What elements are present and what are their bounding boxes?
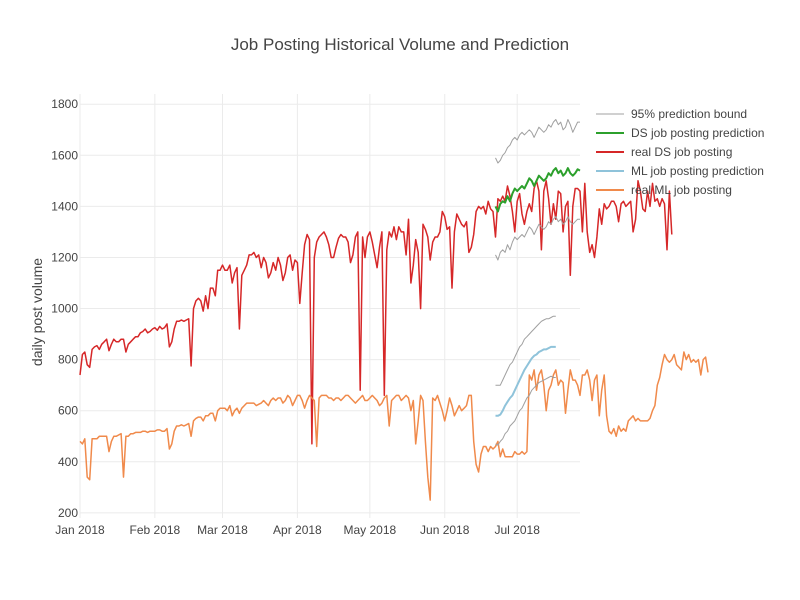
x-tick-label: Jan 2018 bbox=[55, 523, 105, 537]
y-tick-label: 1400 bbox=[51, 199, 78, 213]
grid bbox=[79, 94, 580, 518]
legend-label: 95% prediction bound bbox=[631, 107, 747, 121]
series-line-ds-job-posting-prediction bbox=[494, 167, 581, 213]
y-axis-label: daily post volume bbox=[29, 258, 45, 366]
series-line-real-ds-job-posting bbox=[79, 180, 673, 445]
x-tick-label: Jul 2018 bbox=[495, 523, 541, 537]
x-tick-label: Jun 2018 bbox=[420, 523, 470, 537]
legend-item: ML job posting prediction bbox=[596, 164, 764, 178]
y-tick-label: 600 bbox=[58, 404, 78, 418]
series-line-95-prediction-bound bbox=[495, 315, 556, 386]
y-tick-label: 200 bbox=[58, 506, 78, 520]
y-tick-label: 1800 bbox=[51, 97, 78, 111]
series-line-real-ml-job-posting bbox=[79, 351, 709, 501]
legend-item: DS job posting prediction bbox=[596, 126, 764, 140]
legend-label: real ML job posting bbox=[631, 183, 732, 197]
x-tick-label: May 2018 bbox=[344, 523, 397, 537]
y-tick-label: 1200 bbox=[51, 250, 78, 264]
series-line-ml-job-posting-prediction bbox=[495, 345, 556, 417]
series-line-95-prediction-bound bbox=[495, 119, 580, 164]
x-tick-label: Mar 2018 bbox=[197, 523, 248, 537]
series-line-95-prediction-bound bbox=[495, 375, 556, 446]
chart-title: Job Posting Historical Volume and Predic… bbox=[231, 35, 569, 54]
legend-label: real DS job posting bbox=[631, 145, 732, 159]
plot-area bbox=[79, 119, 709, 501]
legend-item: real ML job posting bbox=[596, 183, 732, 197]
y-tick-label: 400 bbox=[58, 455, 78, 469]
x-tick-label: Apr 2018 bbox=[273, 523, 322, 537]
legend-label: DS job posting prediction bbox=[631, 126, 764, 140]
legend: 95% prediction bound DS job posting predi… bbox=[596, 107, 764, 197]
legend-item: 95% prediction bound bbox=[596, 107, 747, 121]
series-line-95-prediction-bound bbox=[495, 216, 580, 261]
legend-label: ML job posting prediction bbox=[631, 164, 764, 178]
axis-ticks: 200 400 600 800 1000 1200 1400 1600 1800 Jan 2018… bbox=[51, 97, 540, 537]
y-tick-label: 1600 bbox=[51, 148, 78, 162]
legend-item: real DS job posting bbox=[596, 145, 732, 159]
x-tick-label: Feb 2018 bbox=[130, 523, 181, 537]
y-tick-label: 1000 bbox=[51, 302, 78, 316]
y-tick-label: 800 bbox=[58, 353, 78, 367]
